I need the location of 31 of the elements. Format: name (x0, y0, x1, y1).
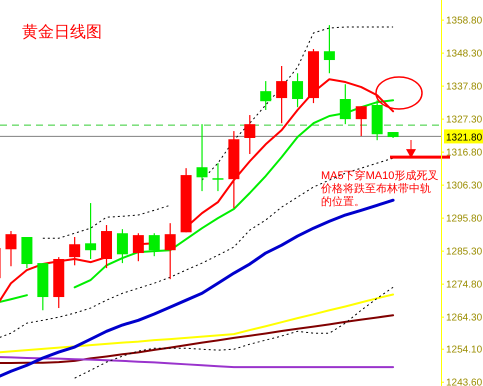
candlestick (212, 162, 224, 192)
y-tick-label: 1348.30 (446, 48, 483, 60)
text: 黄金日线图 (22, 23, 102, 41)
y-tick-label: 1316.80 (446, 148, 483, 159)
candlestick (244, 114, 256, 155)
candlestick (164, 222, 176, 280)
candlestick (260, 80, 272, 111)
line-series (74, 286, 394, 379)
candlestick (324, 24, 335, 74)
candlestick (356, 106, 367, 137)
y-tick-label: 1327.30 (446, 114, 483, 126)
candlestick (132, 232, 144, 262)
candlestick (69, 236, 80, 266)
y-tick-label: 1306.30 (446, 180, 483, 192)
candlestick (5, 230, 16, 267)
y-tick-label: 1337.80 (446, 82, 483, 93)
y-tick-label: 1358.80 (446, 16, 483, 27)
candlestick (85, 202, 96, 260)
y-tick-label: 1295.80 (446, 214, 483, 225)
y-tick-label: 1274.80 (446, 280, 483, 291)
y-tick-label: 1264.30 (446, 312, 483, 324)
y-tick-label: 1285.30 (446, 246, 483, 258)
annotation: MA5下穿MA10形成死叉价格将跌至布林带中轨的位置。 (320, 169, 438, 208)
y-tick-label: 1254.10 (446, 344, 483, 356)
candlestick (292, 72, 304, 108)
y-tick-label: 1243.60 (446, 378, 483, 386)
candlestick (276, 65, 288, 124)
ref-line-label: 1321.80 (446, 132, 483, 144)
candlestick (148, 232, 160, 257)
candlestick (196, 124, 208, 192)
candlestick (116, 228, 128, 264)
